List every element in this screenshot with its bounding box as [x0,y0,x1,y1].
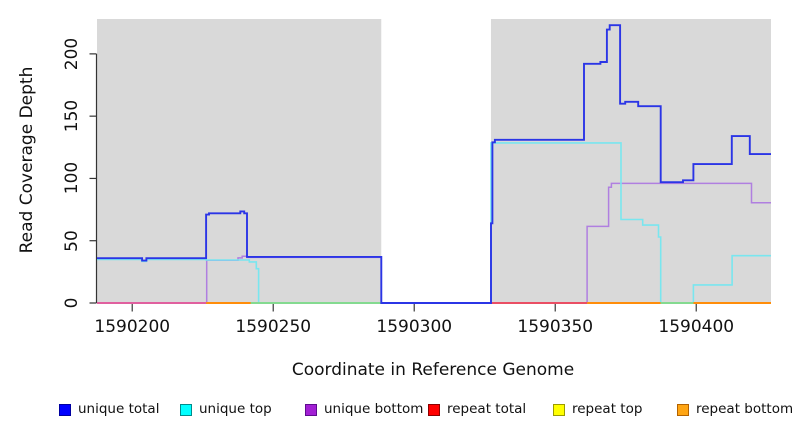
plot-background-region [490,19,771,303]
legend-label: unique top [199,401,272,417]
x-tick-label: 1590200 [94,317,171,337]
repeat-total-swatch-icon [428,404,440,416]
legend-label: repeat bottom [696,401,792,417]
x-tick-label: 1590300 [376,317,453,337]
legend-label: unique bottom [324,401,424,417]
repeat-top-swatch-icon [553,404,565,416]
y-tick-label: 100 [62,162,82,195]
repeat-bottom-swatch-icon [677,404,689,416]
y-axis-title: Read Coverage Depth [17,66,37,254]
legend-label: repeat top [572,401,643,417]
y-tick-label: 0 [62,297,82,309]
x-axis-title: Coordinate in Reference Genome [291,360,575,380]
y-tick-label: 150 [62,99,82,133]
x-tick-label: 1590250 [235,317,312,337]
y-tick-label: 50 [62,229,82,252]
x-tick-label: 1590350 [517,317,594,337]
legend-label: repeat total [447,401,527,417]
x-tick-label: 1590400 [658,317,735,337]
y-tick-label: 200 [62,37,82,71]
unique-bottom-swatch-icon [305,404,317,416]
legend-label: unique total [78,401,160,417]
unique-total-swatch-icon [59,404,71,416]
unique-top-swatch-icon [180,404,192,416]
series-unique-total-line [97,24,771,304]
plot-background-region [97,19,382,303]
